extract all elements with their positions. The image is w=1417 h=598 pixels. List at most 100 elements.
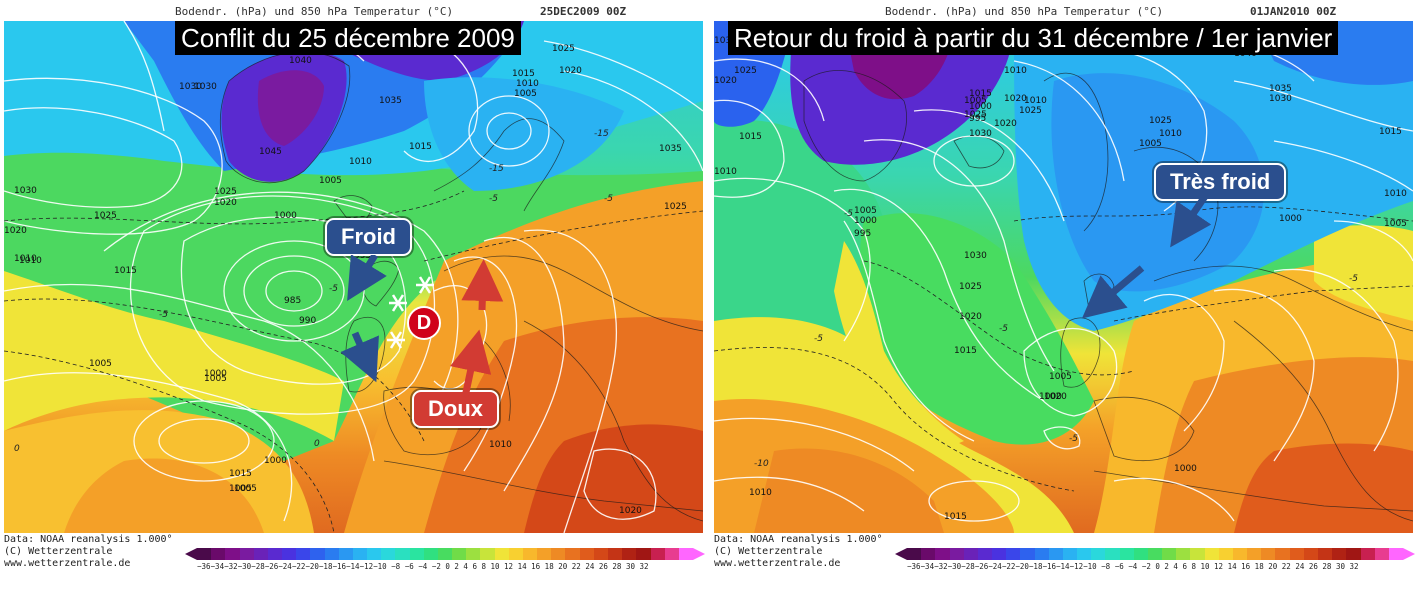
scale-swatch [579, 548, 594, 560]
scale-swatch [480, 548, 495, 560]
scale-swatch [907, 548, 922, 560]
right-isobar-label: 1010 [1384, 189, 1407, 199]
left-isobar-label: 1010 [14, 254, 37, 264]
temp-label-minus15: -15 [594, 129, 609, 139]
cold-callout: Froid [325, 218, 412, 256]
left-isobar-label: 990 [299, 316, 316, 326]
arrow-warm-icon [450, 329, 492, 398]
right-isobar-label: 1015 [1379, 127, 1402, 137]
scale-right-arrow-icon [1403, 548, 1415, 560]
scale-swatch [1105, 548, 1120, 560]
scale-swatch [239, 548, 254, 560]
left-arrows [340, 255, 504, 398]
right-isobar-label: 1025 [734, 66, 757, 76]
right-isobar-label: 1025 [1019, 106, 1042, 116]
left-header: Bodendr. (hPa) und 850 hPa Temperatur (°… [0, 3, 703, 21]
scale-swatch [1162, 548, 1177, 560]
scale-swatch [1332, 548, 1347, 560]
left-isobar-label: 1005 [89, 359, 112, 369]
scale-swatch [935, 548, 950, 560]
scale-swatch [1133, 548, 1148, 560]
right-map-svg: -10 -5 -5 -5 -5 -5 103010251020101510101… [714, 21, 1413, 533]
arrow-cold-icon [1081, 265, 1145, 319]
left-isobar-label: 1010 [349, 157, 372, 167]
left-isobar-label: 1015 [114, 266, 137, 276]
right-isobar-label: 1015 [944, 512, 967, 522]
scale-swatch [452, 548, 467, 560]
scale-swatch [1048, 548, 1063, 560]
left-isobar-label: 1015 [512, 69, 535, 79]
scale-swatch [197, 548, 212, 560]
right-isobar-label: 1020 [994, 119, 1017, 129]
temp-label-minus5: -5 [999, 324, 1008, 334]
left-isobar-label: 1030 [179, 82, 202, 92]
temp-label-minus5: -5 [489, 194, 498, 204]
warm-callout: Doux [412, 390, 499, 428]
scale-swatch [367, 548, 382, 560]
left-isobar-label: 1025 [664, 202, 687, 212]
scale-swatch [1062, 548, 1078, 560]
right-footer-url: www.wetterzentrale.de [714, 558, 841, 569]
scale-swatch [992, 548, 1007, 560]
scale-swatch [1034, 548, 1049, 560]
scale-swatch [1119, 548, 1134, 560]
left-isobar-label: 1030 [194, 82, 217, 92]
scale-swatch [1247, 548, 1262, 560]
left-isobar-label: 1010 [489, 440, 512, 450]
scale-swatch [565, 548, 580, 560]
scale-swatch [338, 548, 353, 560]
scale-swatch [1275, 548, 1290, 560]
scale-swatch [1232, 548, 1248, 560]
left-isobar-label: 1040 [289, 56, 312, 66]
left-isobar-label: 985 [284, 296, 301, 306]
left-isobar-label: 1005 [319, 176, 342, 186]
right-isobar-label: 995 [969, 114, 986, 124]
scale-swatch [409, 548, 424, 560]
scale-left-arrow-icon [185, 548, 197, 560]
right-header-date: 01JAN2010 00Z [1250, 5, 1337, 18]
temp-label-0: 0 [314, 439, 320, 449]
right-isobar-label: 1025 [964, 110, 987, 120]
left-isobar-label: 1025 [94, 211, 117, 221]
left-isobar-label: 1000 [204, 369, 227, 379]
scale-swatch [1289, 548, 1304, 560]
left-header-date: 25DEC2009 00Z [540, 5, 627, 18]
right-isobar-label: 1005 [1139, 139, 1162, 149]
scale-swatch [1190, 548, 1205, 560]
right-arrows [1081, 190, 1212, 319]
arrow-cold-icon [340, 331, 379, 383]
left-isobar-label: 1025 [552, 44, 575, 54]
right-isobar-label: 1020 [959, 312, 982, 322]
right-isobar-label: 1015 [954, 346, 977, 356]
right-isobar-label: 1035 [1269, 84, 1292, 94]
depression-marker-icon: D [407, 306, 441, 340]
right-isobar-label: 1015 [969, 89, 992, 99]
left-isobar-label: 1015 [229, 469, 252, 479]
right-isobar-label: 1000 [854, 216, 877, 226]
left-isobar-label: 1010 [19, 256, 42, 266]
scale-right-arrow-icon [693, 548, 705, 560]
scale-swatch [1317, 548, 1333, 560]
right-isobar-label: 995 [854, 229, 871, 239]
temp-label-minus15: -15 [489, 164, 504, 174]
temp-label-minus10: -10 [754, 459, 769, 469]
temp-label-0: 0 [14, 444, 20, 454]
left-isobar-label: 1005 [514, 89, 537, 99]
very-cold-callout: Très froid [1154, 163, 1287, 201]
right-isobar-label: 1030 [964, 251, 987, 261]
scale-swatch [211, 548, 226, 560]
scale-swatch [310, 548, 325, 560]
left-panel: Bodendr. (hPa) und 850 hPa Temperatur (°… [0, 0, 705, 598]
snow-asterisk-icon [389, 294, 407, 312]
scale-swatch [494, 548, 509, 560]
scale-swatch [977, 548, 993, 560]
scale-swatch [466, 548, 481, 560]
arrow-warm-icon [461, 259, 504, 311]
scale-swatch [437, 548, 453, 560]
right-isobar-label: 1030 [714, 36, 737, 46]
scale-swatch [1176, 548, 1191, 560]
right-isobar-label: 1010 [749, 488, 772, 498]
snow-asterisk-icon [416, 276, 434, 294]
left-isobar-label: 1035 [379, 96, 402, 106]
right-isobar-label: 1005 [854, 206, 877, 216]
